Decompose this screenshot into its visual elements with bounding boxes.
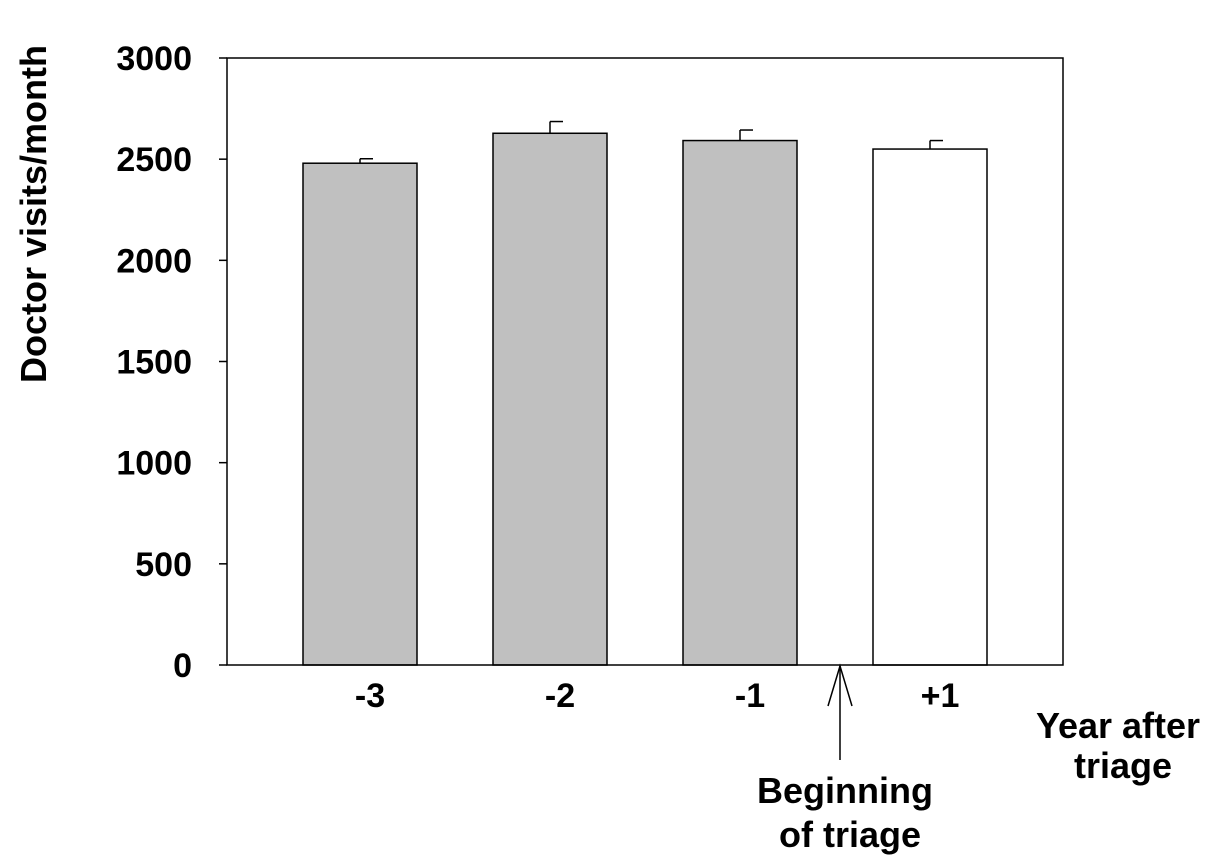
x-ticks-layer: -3 -2 -1 +1 bbox=[355, 677, 960, 715]
y-tick-label-1000: 1000 bbox=[116, 445, 192, 483]
annotation-line-2: of triage bbox=[779, 814, 921, 855]
annotation-line-1: Beginning bbox=[757, 770, 933, 811]
x-axis-label-line-1: Year after bbox=[1036, 705, 1200, 746]
bars-layer bbox=[302, 132, 988, 666]
triage-start-annotation: Beginning of triage bbox=[757, 770, 943, 855]
y-ticks-layer: 0 500 1000 1500 2000 2500 3000 bbox=[116, 40, 227, 685]
triage-start-arrow bbox=[827, 663, 853, 760]
y-tick-label-2000: 2000 bbox=[116, 242, 192, 280]
x-tick-label--3: -3 bbox=[355, 677, 385, 715]
error-bars-layer bbox=[359, 120, 943, 164]
y-tick-label-1500: 1500 bbox=[116, 344, 192, 382]
error-bar--2 bbox=[549, 120, 563, 134]
bar--3 bbox=[302, 162, 418, 666]
x-tick-label-+1: +1 bbox=[921, 677, 960, 715]
x-tick-label--2: -2 bbox=[545, 677, 575, 715]
x-axis-label: Year after triage bbox=[1036, 705, 1210, 786]
y-tick-label-500: 500 bbox=[135, 546, 192, 584]
y-tick-label-3000: 3000 bbox=[116, 40, 192, 78]
bar-+1 bbox=[872, 148, 988, 666]
y-tick-label-2500: 2500 bbox=[116, 141, 192, 179]
bar--2 bbox=[492, 132, 608, 666]
x-tick-label--1: -1 bbox=[735, 677, 765, 715]
bar--1 bbox=[682, 139, 798, 666]
error-bar-+1 bbox=[929, 139, 943, 150]
y-axis-label: Doctor visits/month bbox=[13, 45, 54, 383]
x-axis-label-line-2: triage bbox=[1074, 745, 1172, 786]
error-bar--1 bbox=[739, 129, 753, 141]
error-bar--3 bbox=[359, 158, 373, 164]
y-tick-label-0: 0 bbox=[173, 647, 192, 685]
